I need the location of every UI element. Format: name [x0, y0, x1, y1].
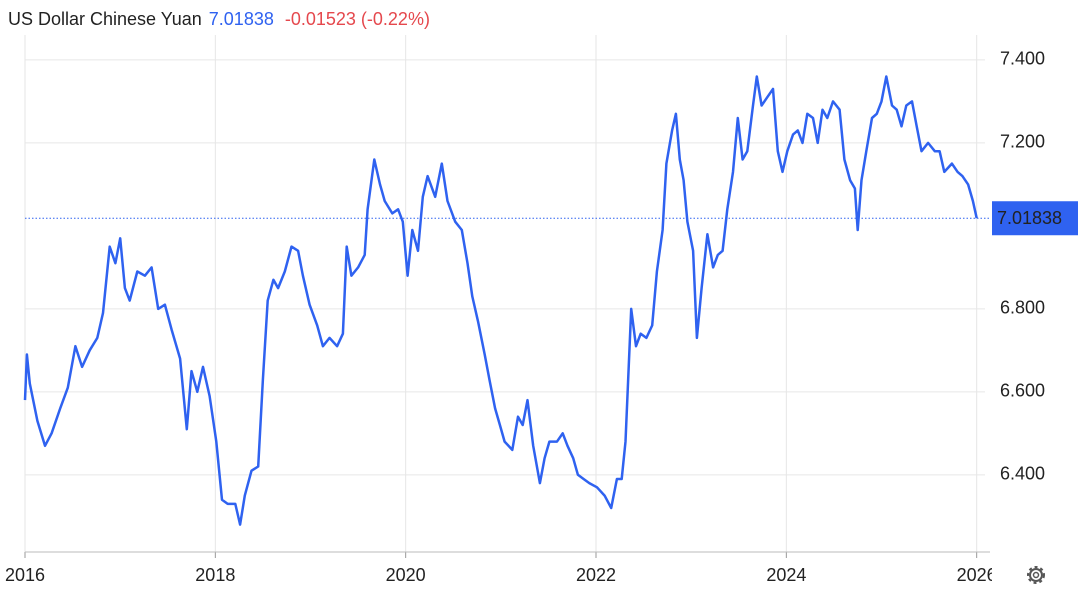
change-percent: (-0.22%) [361, 9, 430, 29]
gear-body [1029, 568, 1043, 582]
y-tick-label: 7.200 [1000, 132, 1045, 152]
last-price-label: 7.01838 [997, 208, 1062, 228]
y-tick-label: 6.800 [1000, 298, 1045, 318]
price-line [23, 75, 978, 526]
gear-teeth [1027, 566, 1045, 584]
gear-hole [1032, 571, 1040, 579]
x-tick-label: 2026 [957, 565, 997, 585]
x-tick-label: 2024 [766, 565, 806, 585]
settings-icon[interactable] [1027, 566, 1045, 584]
chart-title: US Dollar Chinese Yuan [8, 9, 202, 29]
x-tick-label: 2020 [386, 565, 426, 585]
y-tick-label: 7.400 [1000, 49, 1045, 69]
x-tick-label: 2018 [195, 565, 235, 585]
y-tick-label: 6.600 [1000, 381, 1045, 401]
x-tick-label: 2022 [576, 565, 616, 585]
chart-header: US Dollar Chinese Yuan 7.01838 -0.01523 (-0… [8, 9, 430, 29]
x-tick-label: 2016 [5, 565, 45, 585]
last-price-tag [992, 201, 1078, 236]
price: 7.01838 [209, 9, 274, 29]
change: -0.01523 [285, 9, 356, 29]
x-axis-labels: 2016 2018 2020 2022 2024 2026 [5, 565, 997, 585]
y-tick-label: 6.400 [1000, 464, 1045, 484]
